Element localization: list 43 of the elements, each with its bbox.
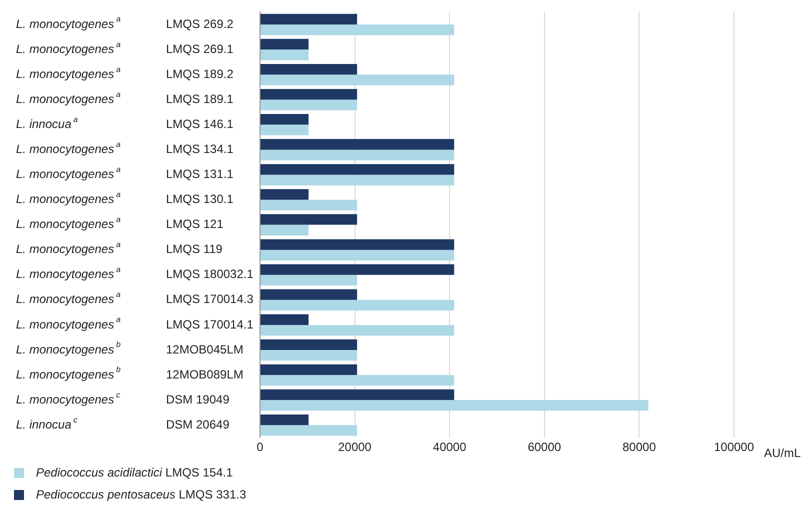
x-tick-label: 60000: [528, 440, 562, 454]
bar: [260, 150, 454, 160]
x-tick-label: 80000: [622, 440, 656, 454]
bar: [260, 314, 309, 325]
bar: [260, 389, 454, 400]
x-tick-label: 40000: [432, 440, 467, 454]
bar: [260, 139, 454, 150]
x-tick-label: 0: [256, 440, 264, 454]
bar: [260, 100, 358, 110]
bar: [260, 114, 309, 125]
bar: [260, 200, 358, 210]
bar: [260, 400, 648, 411]
bar: [260, 324, 454, 336]
bar: [260, 24, 454, 36]
x-tick-label: 20000: [338, 440, 372, 454]
bar: [260, 64, 358, 75]
legend-label: Pediococcus acidilactici LMQS 154.1: [36, 465, 234, 480]
bar: [260, 264, 454, 275]
bar: [260, 38, 309, 50]
bar: [260, 124, 309, 136]
bar: [260, 164, 454, 175]
bar: [260, 239, 454, 250]
bar: [260, 364, 358, 376]
bar: [260, 339, 358, 350]
bar: [260, 250, 454, 260]
bar: [260, 189, 309, 200]
bar: [260, 174, 454, 186]
bar: [260, 74, 454, 86]
bar: [260, 274, 358, 286]
bar: [260, 414, 309, 426]
bar: [260, 88, 358, 100]
bar: [260, 289, 358, 300]
bar: [260, 425, 358, 436]
x-tick-label: 100000: [714, 440, 754, 454]
bar: [260, 350, 358, 361]
bar: [260, 300, 454, 311]
bar: [260, 214, 358, 225]
bar: [260, 50, 309, 60]
bar: [260, 224, 309, 236]
bar: [260, 375, 454, 386]
x-axis-title: AU/mL: [764, 446, 801, 460]
legend-label: Pediococcus pentosaceus LMQS 331.3: [36, 487, 246, 502]
bar: [260, 14, 358, 25]
